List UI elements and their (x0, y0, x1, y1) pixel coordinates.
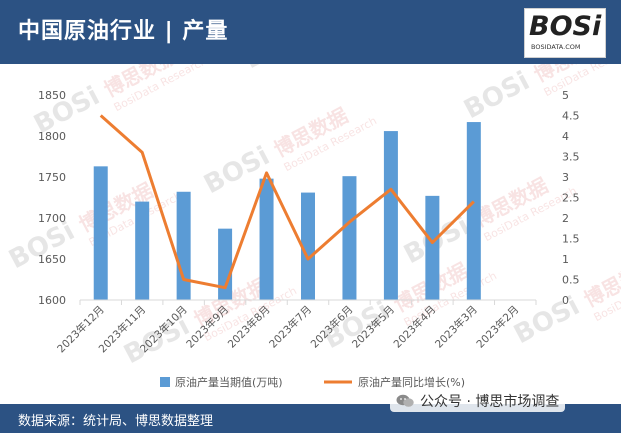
right-tick-label: 4 (562, 130, 569, 143)
wechat-label: 公众号 · 博思市场调查 (420, 394, 560, 410)
right-tick-label: 4.5 (562, 110, 580, 123)
right-tick-label: 1 (562, 253, 569, 266)
logo-subtext: BOSIDATA.COM (531, 43, 581, 51)
bar (301, 192, 315, 300)
legend-swatch-bar (160, 377, 170, 387)
line-series (99, 114, 475, 290)
header-bar: 中国原油行业 | 产量 BOSi BOSIDATA.COM (0, 0, 621, 64)
logo-text: BOSi (529, 11, 602, 42)
bar (466, 122, 481, 300)
left-tick-label: 1850 (38, 89, 66, 102)
x-tick-label: 2023年7月 (266, 303, 314, 351)
bosi-logo: BOSi BOSIDATA.COM (524, 8, 606, 58)
right-tick-label: 2 (562, 212, 569, 225)
wechat-badge: 公众号 · 博思市场调查 (390, 390, 566, 412)
left-tick-label: 1600 (38, 294, 66, 307)
bar (425, 195, 440, 300)
left-tick-label: 1800 (38, 130, 66, 143)
right-tick-label: 0.5 (562, 274, 580, 287)
line-path (99, 114, 475, 290)
left-y-axis: 1600 1650 1700 1750 1800 1850 (38, 89, 66, 307)
right-tick-label: 0 (562, 294, 569, 307)
bar (218, 228, 233, 300)
right-tick-label: 5 (562, 89, 569, 102)
left-tick-label: 1700 (38, 212, 66, 225)
bar (135, 201, 150, 300)
wechat-icon (396, 394, 414, 407)
bar (176, 191, 191, 300)
right-tick-label: 3 (562, 171, 569, 184)
legend-label-bar: 原油产量当期值(万吨) (175, 375, 283, 389)
legend: 原油产量当期值(万吨) 原油产量同比增长(%) (160, 375, 465, 389)
left-tick-label: 1650 (38, 253, 66, 266)
watermark-latin: BOSi (459, 66, 535, 125)
right-tick-label: 2.5 (562, 192, 580, 205)
right-y-axis: 0 0.5 1 1.5 2 2.5 3 3.5 4 4.5 5 (562, 89, 580, 307)
page-title: 中国原油行业 | 产量 (18, 19, 229, 44)
bar (259, 178, 274, 300)
bar (93, 166, 108, 300)
right-tick-label: 3.5 (562, 151, 580, 164)
bar-series (93, 122, 481, 300)
legend-label-line: 原油产量同比增长(%) (358, 375, 465, 389)
watermark-latin: BOSi (239, 64, 315, 75)
bar (383, 131, 398, 300)
left-tick-label: 1750 (38, 171, 66, 184)
right-tick-label: 1.5 (562, 233, 580, 246)
data-source: 数据来源：统计局、博思数据整理 (18, 414, 214, 429)
bar (342, 176, 357, 300)
